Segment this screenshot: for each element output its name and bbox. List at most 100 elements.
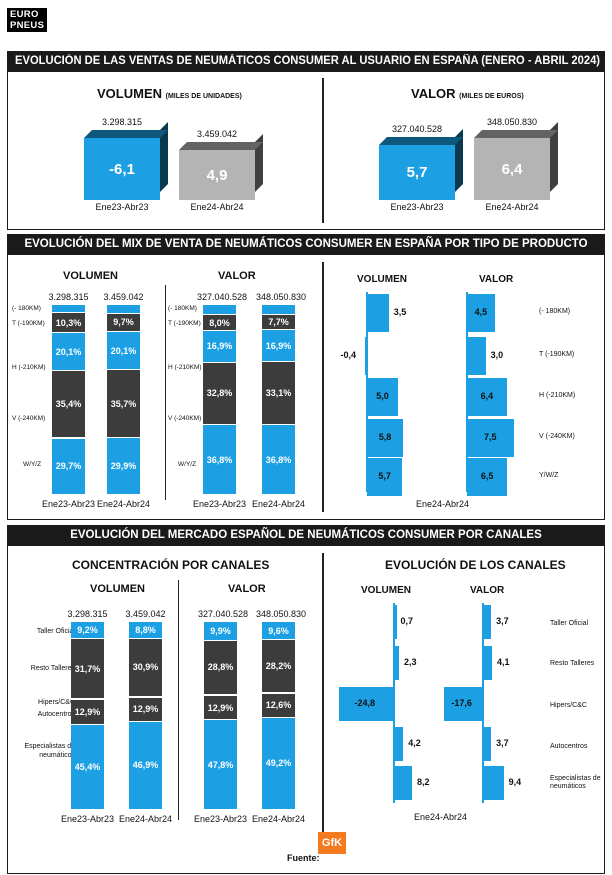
section1-header: EVOLUCIÓN DE LAS VENTAS DE NEUMÁTICOS CO… (7, 51, 605, 71)
canales-evolucion-category-2: Hipers/C&C (550, 702, 587, 709)
mix-valor-segment-4-1: 36,8% (262, 425, 295, 495)
canales-evolucion-value-0-0: 0,7 (400, 616, 414, 626)
mix-evolucion-value-1-1: 3,0 (490, 350, 504, 360)
mix-valor-seg-label-2: H (-210KM) (168, 364, 202, 371)
mix-valor-segment-4-0: 36,8% (203, 425, 236, 495)
concentracion-title: CONCENTRACIÓN POR CANALES (72, 558, 270, 572)
mix-volumen-segment-4-0: 29,7% (52, 438, 85, 495)
mix-evolucion-bar-0-0 (367, 294, 389, 332)
section2-subdivider (165, 285, 166, 500)
mix-valor-category-0: Ene23-Abr23 (193, 499, 247, 509)
mix-volumen-segment-4-1: 29,9% (107, 438, 140, 495)
ventas-valor-bar-top-0 (379, 136, 463, 145)
mix-volumen-segment-0-0 (52, 305, 85, 314)
ventas-volumen-total-0: 3.298.315 (101, 117, 143, 127)
ventas-valor-bar-top-1 (474, 130, 558, 138)
mix-valor-segment-1-1: 7,7% (262, 315, 295, 331)
canales-evolucion-bar-1-3 (483, 727, 492, 761)
mix-volumen-segment-3-1: 35,7% (107, 370, 140, 439)
canales-valor-segment-2-0 (204, 694, 237, 696)
canales-evolucion-value-1-4: 9,4 (508, 777, 522, 787)
canales-evolucion-bar-0-1 (394, 646, 400, 680)
canales-volumen-seg-label-4: Especialistas de neumáticos (24, 743, 75, 759)
mix-growth-valor-title: VALOR (479, 274, 514, 285)
ventas-volumen-bar-top-0 (84, 130, 168, 138)
mix-evolucion-category-1: T (-190KM) (539, 351, 575, 358)
canales-volumen-seg-label-0: Taller Oficial (36, 628, 75, 635)
canales-valor-segment-3-0: 12,9% (204, 695, 237, 721)
logo-line2: PNEUS (10, 20, 45, 31)
mix-valor-segment-1-0: 8,0% (203, 315, 236, 331)
mix-evolucion-value-0-0: 3,5 (393, 307, 407, 317)
canales-volumen-category-1: Ene24-Abr24 (119, 814, 173, 824)
mix-evolucion-period: Ene24-Abr24 (416, 499, 470, 509)
valor-title-text: VALOR (411, 86, 456, 101)
mix-valor-segment-0-1 (262, 305, 295, 316)
mix-valor-category-1: Ene24-Abr24 (252, 499, 306, 509)
canales-evolucion-bar-0-0 (394, 605, 397, 639)
mix-evolucion-bar-1-1 (467, 337, 486, 375)
section3-subdivider (178, 580, 179, 820)
mix-valor-total-1: 348.050.830 (256, 292, 307, 302)
ventas-valor-bar-0: 5,7 (379, 144, 455, 200)
mix-evolucion-value-0-4: 5,7 (378, 471, 391, 481)
canales-valor-segment-0-0: 9,9% (204, 622, 237, 641)
mix-valor-title: VALOR (218, 270, 256, 282)
mix-valor-segment-3-1: 33,1% (262, 362, 295, 426)
mix-evolucion-bar-1-0 (467, 294, 495, 332)
mix-valor-seg-label-1: T (-190KM) (168, 320, 201, 327)
mix-volumen-seg-label-3: V (-240KM) (12, 415, 46, 422)
mix-volumen-segment-1-0: 10,3% (52, 313, 85, 333)
canales-evolucion-bar-1-0 (483, 605, 492, 639)
section3-frame (7, 545, 605, 874)
mix-evolucion-value-1-4: 6,5 (480, 471, 494, 481)
mix-volumen-total-1: 3.459.042 (103, 292, 144, 302)
volumen-unit: (MILES DE UNIDADES) (165, 93, 242, 100)
mix-evolucion-category-3: V (-240KM) (539, 433, 575, 440)
canales-valor-segment-2-1 (262, 693, 295, 695)
mix-evolucion-bar-1-4 (467, 458, 508, 496)
ventas-valor-bar-1: 6,4 (474, 138, 550, 200)
mix-volumen-segment-2-1: 20,1% (107, 332, 140, 371)
valor-title: VALOR (MILES DE EUROS) (411, 86, 524, 101)
mix-evolucion-bar-0-2 (367, 378, 398, 416)
canales-volumen-total-0: 3.298.315 (67, 609, 108, 619)
canales-evolucion-period: Ene24-Abr24 (414, 812, 468, 822)
canales-evolucion-value-1-0: 3,7 (496, 616, 509, 626)
volumen-title: VOLUMEN (MILES DE UNIDADES) (97, 86, 242, 101)
ventas-volumen-category-1: Ene24-Abr24 (190, 202, 244, 212)
canales-valor-segment-1-0: 28,8% (204, 640, 237, 695)
canales-evolucion-bar-1-2 (444, 687, 483, 721)
mix-valor-segment-3-0: 32,8% (203, 362, 236, 426)
mix-volumen-segment-0-1 (107, 305, 140, 314)
canales-growth-valor-title: VALOR (470, 585, 505, 596)
volumen-title-text: VOLUMEN (97, 86, 162, 101)
mix-evolucion-value-0-2: 5,0 (376, 391, 389, 401)
mix-valor-segment-2-1: 16,9% (262, 330, 295, 363)
mix-volumen-segment-2-0: 20,1% (52, 332, 85, 372)
ventas-valor-total-0: 327.040.528 (391, 123, 443, 134)
canales-valor-segment-4-0: 47,8% (204, 720, 237, 810)
canales-volumen-segment-0-0: 9,2% (71, 622, 104, 640)
mix-volumen-seg-label-2: H (-210KM) (12, 364, 46, 371)
mix-volumen-seg-label-0: (- 180KM) (12, 305, 41, 312)
ventas-valor-category-0: Ene23-Abr23 (390, 202, 444, 212)
mix-evolucion-category-4: Y/W/Z (539, 472, 559, 479)
section1-frame (7, 71, 605, 230)
canales-evolucion-bar-0-4 (394, 766, 413, 800)
canales-volumen-category-0: Ene23-Abr23 (61, 814, 115, 824)
section3-header: EVOLUCIÓN DEL MERCADO ESPAÑOL DE NEUMÁTI… (7, 525, 605, 545)
canales-evolucion-value-0-4: 8,2 (417, 777, 430, 787)
canales-evolucion-value-1-3: 3,7 (496, 738, 509, 748)
canales-valor-segment-1-1: 28,2% (262, 640, 295, 694)
mix-valor-segment-2-0: 16,9% (203, 330, 236, 363)
canales-volumen-segment-4-0: 45,4% (71, 724, 104, 810)
mix-evolucion-value-0-1: -0,4 (340, 350, 357, 360)
mix-growth-volumen-title: VOLUMEN (357, 274, 407, 285)
canales-valor-total-0: 327.040.528 (198, 609, 249, 619)
ventas-volumen-total-1: 3.459.042 (196, 129, 238, 140)
canales-valor-total-1: 348.050.830 (256, 609, 307, 619)
mix-valor-seg-label-3: V (-240KM) (168, 415, 202, 422)
canales-evolucion-category-0: Taller Oficial (550, 620, 589, 627)
mix-valor-seg-label-4: W/Y/Z (178, 461, 197, 468)
